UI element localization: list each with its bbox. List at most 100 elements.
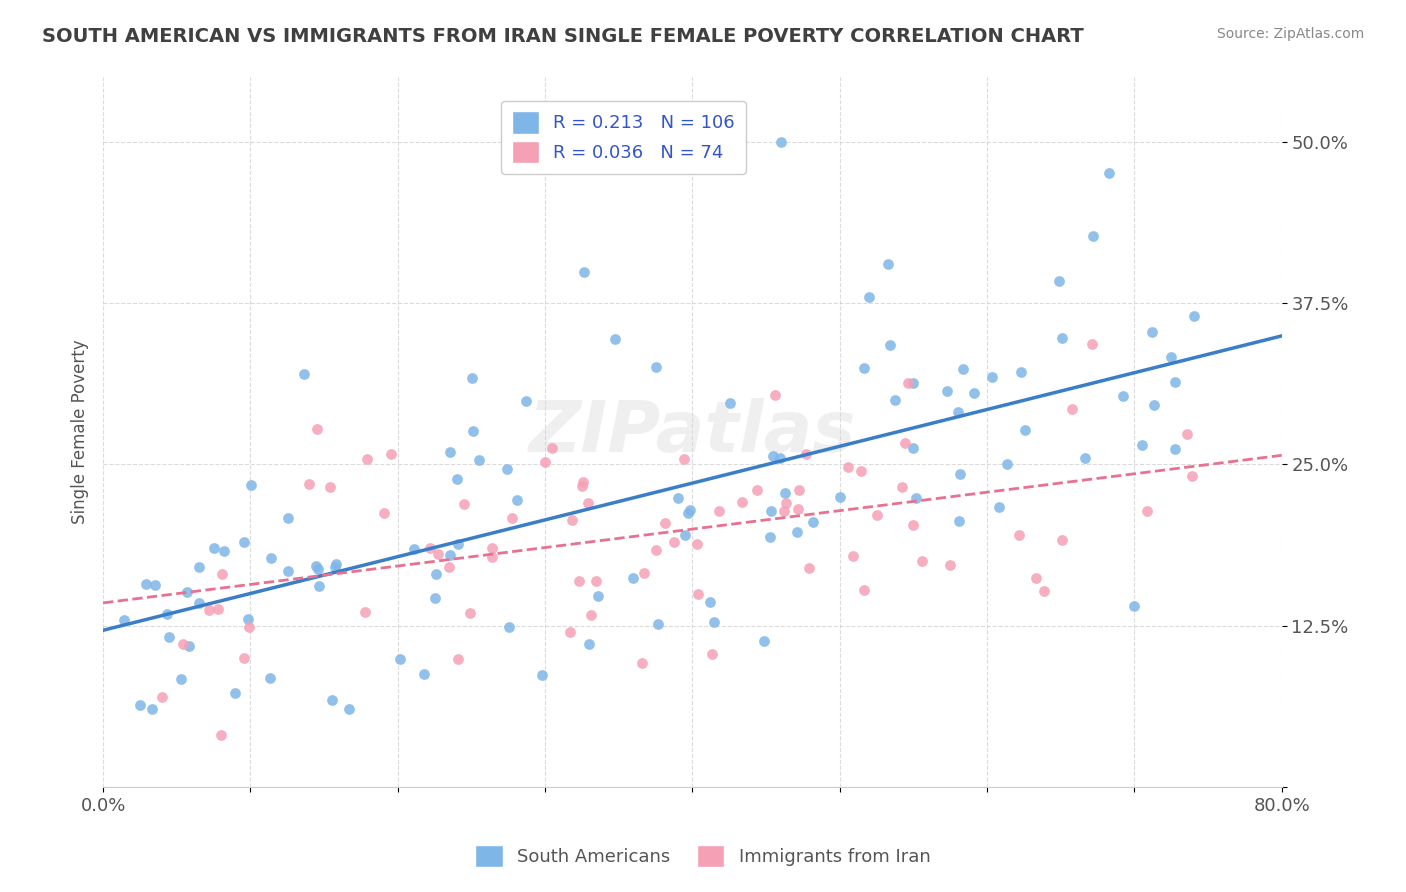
Point [1050, 331, 1073, 345]
Point [794, 447, 817, 461]
Point [318, 480, 340, 494]
Point [356, 451, 378, 466]
Point [305, 559, 328, 574]
Point [259, 671, 281, 685]
Point [1164, 442, 1187, 456]
Point [143, 578, 166, 592]
Point [769, 450, 792, 465]
Point [1052, 533, 1074, 548]
Point [995, 457, 1018, 471]
Point [773, 485, 796, 500]
Point [380, 446, 402, 460]
Point [202, 541, 225, 555]
Point [515, 393, 537, 408]
Point [427, 547, 450, 561]
Point [1143, 398, 1166, 412]
Point [211, 567, 233, 582]
Point [197, 603, 219, 617]
Point [745, 483, 768, 497]
Point [501, 511, 523, 525]
Point [447, 652, 470, 666]
Point [1160, 350, 1182, 364]
Point [388, 652, 411, 666]
Point [1032, 584, 1054, 599]
Point [718, 395, 741, 409]
Point [425, 566, 447, 581]
Legend: R = 0.213   N = 106, R = 0.036   N = 74: R = 0.213 N = 106, R = 0.036 N = 74 [501, 101, 747, 174]
Point [948, 514, 970, 528]
Point [948, 405, 970, 419]
Point [1142, 325, 1164, 339]
Point [558, 624, 581, 639]
Point [461, 424, 484, 438]
Point [837, 459, 859, 474]
Point [506, 493, 529, 508]
Point [112, 613, 135, 627]
Point [707, 503, 730, 517]
Point [686, 537, 709, 551]
Point [852, 361, 875, 376]
Point [633, 566, 655, 581]
Point [586, 589, 609, 603]
Point [177, 639, 200, 653]
Point [981, 370, 1004, 384]
Point [233, 535, 256, 549]
Point [135, 577, 157, 591]
Point [337, 702, 360, 716]
Legend: South Americans, Immigrants from Iran: South Americans, Immigrants from Iran [468, 838, 938, 874]
Point [699, 595, 721, 609]
Point [172, 637, 194, 651]
Point [879, 338, 901, 352]
Point [425, 591, 447, 605]
Point [631, 656, 654, 670]
Point [439, 548, 461, 562]
Point [1025, 571, 1047, 585]
Point [673, 528, 696, 542]
Point [150, 690, 173, 704]
Point [877, 257, 900, 271]
Point [866, 508, 889, 523]
Point [703, 615, 725, 629]
Point [731, 495, 754, 509]
Point [673, 452, 696, 467]
Point [419, 541, 441, 555]
Point [187, 559, 209, 574]
Point [534, 455, 557, 469]
Point [308, 579, 330, 593]
Point [679, 502, 702, 516]
Point [239, 477, 262, 491]
Point [911, 554, 934, 568]
Point [762, 450, 785, 464]
Point [129, 698, 152, 713]
Point [891, 480, 914, 494]
Point [373, 506, 395, 520]
Point [787, 483, 810, 498]
Point [585, 574, 607, 589]
Point [664, 535, 686, 549]
Point [413, 667, 436, 681]
Point [1123, 599, 1146, 614]
Point [298, 477, 321, 491]
Point [801, 515, 824, 529]
Point [157, 630, 180, 644]
Point [579, 608, 602, 623]
Point [963, 386, 986, 401]
Point [1083, 228, 1105, 243]
Point [446, 472, 468, 486]
Point [1081, 337, 1104, 351]
Point [1130, 438, 1153, 452]
Point [170, 672, 193, 686]
Point [209, 728, 232, 742]
Point [769, 135, 792, 149]
Point [787, 502, 810, 516]
Point [700, 647, 723, 661]
Point [763, 388, 786, 402]
Point [949, 467, 972, 482]
Point [939, 558, 962, 572]
Point [1062, 401, 1084, 416]
Point [686, 587, 709, 601]
Point [1074, 451, 1097, 466]
Point [354, 605, 377, 619]
Point [576, 496, 599, 510]
Point [461, 371, 484, 385]
